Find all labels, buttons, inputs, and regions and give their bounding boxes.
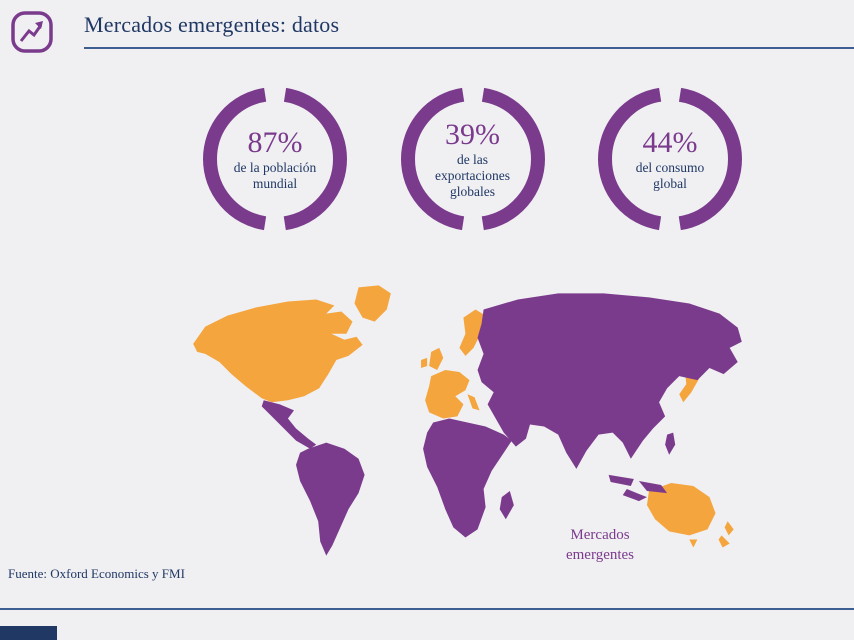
icon-frame <box>11 11 53 53</box>
donut-ring-arc <box>400 87 545 231</box>
region-eurasia <box>477 293 742 469</box>
stat-label: de la población mundial <box>233 160 317 191</box>
map-legend-label: Mercados emergentes <box>565 527 635 563</box>
region-indonesia-java <box>622 489 647 502</box>
donut-ring-arc <box>203 87 347 231</box>
stats-row: 87% de la población mundial 39% de las e… <box>200 84 745 234</box>
stat-donut-exports: 39% de las exportaciones globales <box>398 84 548 234</box>
region-philippines <box>665 432 676 455</box>
region-tasmania <box>689 539 698 548</box>
region-indonesia-papua <box>638 480 668 494</box>
world-map <box>175 280 770 570</box>
region-western-europe <box>425 370 470 419</box>
region-united-kingdom <box>429 347 444 371</box>
stat-value: 44% <box>642 125 698 159</box>
region-ireland <box>421 357 428 369</box>
stat-text: 87% de la población mundial <box>200 84 350 234</box>
region-italy <box>467 394 480 411</box>
stat-donut-consumption: 44% del consumo global <box>595 84 745 234</box>
region-africa <box>423 418 512 538</box>
region-mexico-central-america <box>261 400 317 449</box>
donut-ring-arc <box>598 87 742 231</box>
region-madagascar <box>499 491 514 520</box>
stat-label: de las exportaciones globales <box>435 152 510 199</box>
donut-ring <box>203 87 347 231</box>
corner-accent-block <box>0 626 57 640</box>
stat-donut-population: 87% de la población mundial <box>200 84 350 234</box>
donut-ring <box>400 87 545 231</box>
region-indonesia-sumatra <box>608 474 634 487</box>
stat-text: 44% del consumo global <box>595 84 745 234</box>
icon-arrowhead <box>35 21 43 29</box>
region-new-zealand-north <box>724 521 734 536</box>
region-scandinavia <box>459 309 486 356</box>
stat-value: 39% <box>445 117 500 151</box>
region-south-america <box>296 442 365 556</box>
region-greenland <box>354 285 391 322</box>
icon-chart-line <box>19 24 43 42</box>
bottom-divider <box>0 608 854 610</box>
region-north-america <box>193 299 363 403</box>
line-chart-up-icon <box>11 11 53 53</box>
stat-label: del consumo global <box>635 160 705 191</box>
source-note: Fuente: Oxford Economics y FMI <box>8 566 185 581</box>
stat-value: 87% <box>247 125 303 159</box>
title-divider <box>84 47 854 49</box>
stat-text: 39% de las exportaciones globales <box>398 84 548 234</box>
world-map-svg <box>193 285 742 556</box>
page-title: Mercados emergentes: datos <box>84 12 340 37</box>
donut-ring <box>598 87 742 231</box>
region-australia <box>646 482 716 536</box>
region-new-zealand-south <box>718 535 730 548</box>
